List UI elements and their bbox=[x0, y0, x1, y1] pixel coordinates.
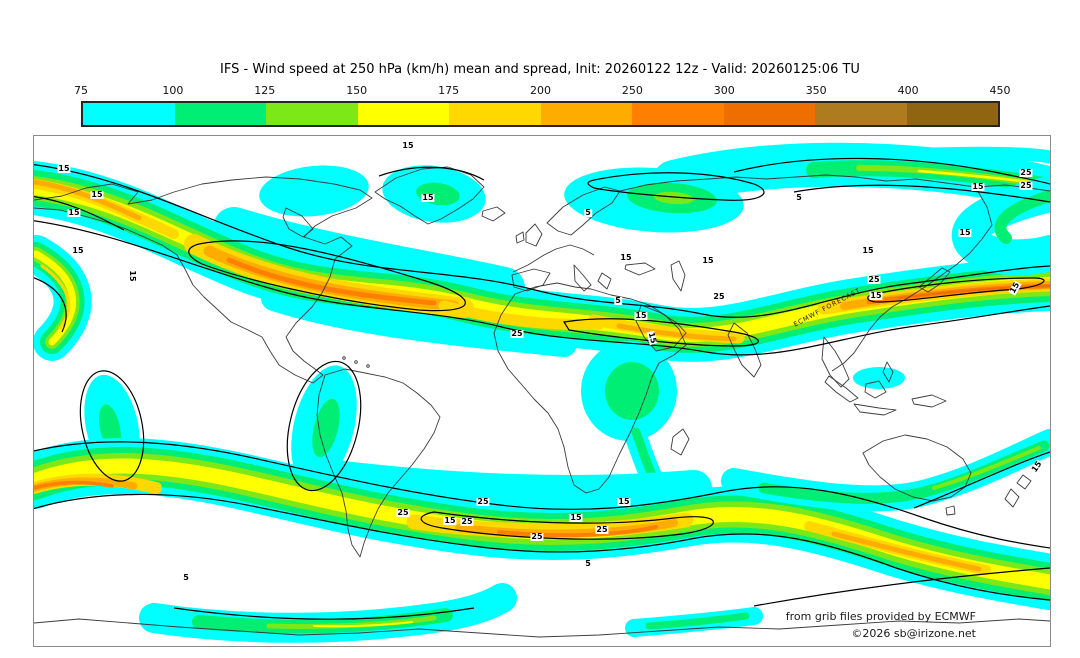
contour-label: 25 bbox=[460, 517, 474, 526]
colorbar-segment bbox=[723, 103, 815, 125]
contour-label: 15 bbox=[617, 497, 631, 506]
colorbar-tick-label: 150 bbox=[346, 84, 368, 97]
colorbar-tick-label: 350 bbox=[805, 84, 827, 97]
colorbar-tick-label: 125 bbox=[254, 84, 276, 97]
contour-label: 25 bbox=[396, 508, 410, 517]
contour-label: 5 bbox=[584, 559, 592, 568]
contour-label: 5 bbox=[584, 208, 592, 217]
contour-label: 25 bbox=[530, 532, 544, 541]
colorbar-segment bbox=[83, 103, 175, 125]
colorbar-tick-label: 300 bbox=[713, 84, 735, 97]
contour-label: 15 bbox=[90, 190, 104, 199]
contour-label: 15 bbox=[619, 253, 633, 262]
colorbar-tick-label: 200 bbox=[530, 84, 551, 97]
colorbar-segment bbox=[266, 103, 358, 125]
contour-label: 15 bbox=[421, 193, 435, 202]
colorbar-segments bbox=[81, 101, 1000, 127]
contour-label: 15 bbox=[958, 228, 972, 237]
colorbar-segment bbox=[540, 103, 632, 125]
coastlines bbox=[34, 166, 1050, 638]
colorbar-segment bbox=[906, 103, 998, 125]
contour-label: 25 bbox=[476, 497, 490, 506]
contour-label: 25 bbox=[1019, 181, 1033, 190]
contour-label: 15 bbox=[128, 269, 137, 283]
colorbar-tick-label: 75 bbox=[74, 84, 88, 97]
colorbar-segment bbox=[174, 103, 266, 125]
spread-contours bbox=[34, 157, 1050, 620]
contour-label: 25 bbox=[712, 292, 726, 301]
attribution-copyright: ©2026 sb@irizone.net bbox=[851, 627, 976, 640]
contour-label: 15 bbox=[401, 141, 415, 150]
colorbar-segment bbox=[449, 103, 541, 125]
contour-label: 15 bbox=[869, 291, 883, 300]
attribution-source: from grib files provided by ECMWF bbox=[785, 610, 976, 623]
colorbar-segment bbox=[632, 103, 724, 125]
colorbar-tick-label: 100 bbox=[162, 84, 184, 97]
contour-label: 15 bbox=[57, 164, 71, 173]
colorbar-segment bbox=[815, 103, 907, 125]
contour-label: 15 bbox=[701, 256, 715, 265]
contour-label: 25 bbox=[867, 275, 881, 284]
contour-label: 15 bbox=[443, 516, 457, 525]
contour-label: 25 bbox=[510, 329, 524, 338]
contour-label: 25 bbox=[1019, 168, 1033, 177]
contour-label: 5 bbox=[614, 296, 622, 305]
map-canvas bbox=[34, 142, 1050, 643]
colorbar-tick-label: 250 bbox=[621, 84, 643, 97]
contour-label: 5 bbox=[795, 193, 803, 202]
contour-label: 5 bbox=[182, 573, 190, 582]
wind-speed-bands bbox=[34, 142, 1050, 643]
colorbar-tick-label: 450 bbox=[989, 84, 1011, 97]
contour-label: 25 bbox=[595, 525, 609, 534]
chart-title: IFS - Wind speed at 250 hPa (km/h) mean … bbox=[220, 62, 860, 77]
contour-label: 15 bbox=[569, 513, 583, 522]
world-map: 15 15 15 15 15 15 15 5 15 15 5 15 25 25 15 5 25 25 15 15 15 2… bbox=[33, 135, 1051, 647]
contour-label: 15 bbox=[71, 246, 85, 255]
colorbar-tick-label: 400 bbox=[897, 84, 919, 97]
colorbar-segment bbox=[357, 103, 449, 125]
contour-label: 15 bbox=[861, 246, 875, 255]
contour-label: 15 bbox=[67, 208, 81, 217]
colorbar: 75 100 125 150 175 200 250 300 350 400 450 bbox=[74, 84, 1011, 127]
colorbar-tick-label: 175 bbox=[438, 84, 460, 97]
contour-label: 15 bbox=[971, 182, 985, 191]
contour-label: 15 bbox=[634, 311, 648, 320]
